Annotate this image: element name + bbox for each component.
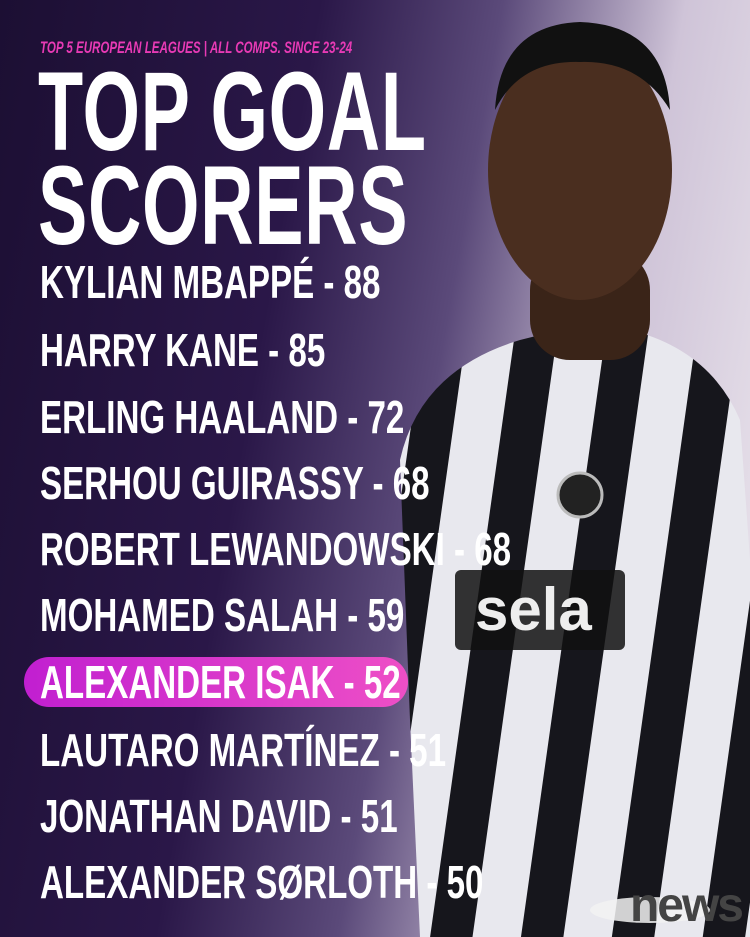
scorer-row-highlighted: ALEXANDER ISAK - 52: [24, 657, 408, 707]
watermark-logo: news: [629, 879, 744, 932]
scorer-row: JONATHAN DAVID - 51: [40, 790, 398, 842]
scorer-row: ERLING HAALAND - 72: [40, 391, 405, 443]
subtitle: TOP 5 EUROPEAN LEAGUES | ALL COMPS. SINC…: [40, 38, 353, 57]
club-crest-icon: [556, 471, 604, 519]
scorer-row: HARRY KANE - 85: [40, 324, 326, 376]
page-title-line2: SCORERS: [38, 143, 409, 268]
scorer-row: KYLIAN MBAPPÉ - 88: [40, 256, 381, 308]
scorer-row: MOHAMED SALAH - 59: [40, 589, 405, 641]
scorer-row: SERHOU GUIRASSY - 68: [40, 457, 430, 509]
scorer-row: ROBERT LEWANDOWSKI - 68: [40, 523, 512, 575]
page-title-line1: TOP GOAL: [38, 49, 427, 174]
watermark-oval: [590, 897, 710, 923]
player-photo: sela: [400, 22, 750, 937]
scorer-row: ALEXANDER SØRLOTH - 50: [40, 856, 484, 908]
scorer-row: LAUTARO MARTÍNEZ - 51: [40, 724, 447, 776]
jersey-sponsor: sela: [475, 576, 592, 643]
